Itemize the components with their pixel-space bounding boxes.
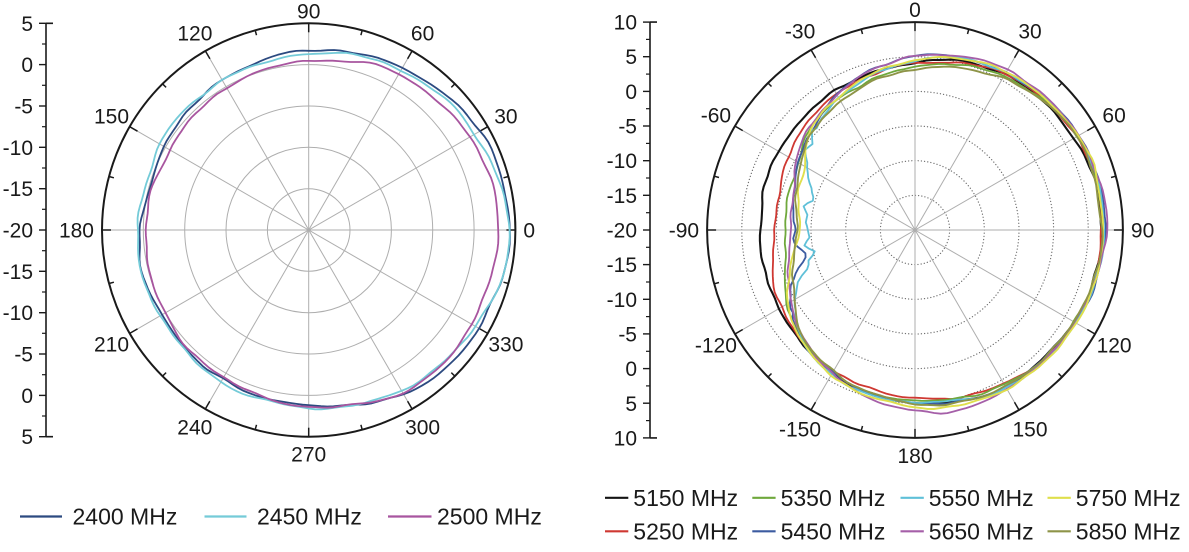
svg-text:210: 210: [94, 333, 129, 356]
svg-text:-20: -20: [607, 220, 637, 243]
svg-text:5650 MHz: 5650 MHz: [929, 518, 1034, 544]
svg-text:-60: -60: [701, 105, 731, 128]
svg-text:120: 120: [1097, 335, 1132, 358]
svg-text:5450 MHz: 5450 MHz: [781, 518, 886, 544]
svg-text:60: 60: [1102, 105, 1125, 128]
svg-text:10: 10: [614, 12, 637, 35]
svg-text:120: 120: [177, 22, 212, 45]
svg-text:90: 90: [1131, 220, 1154, 243]
svg-text:330: 330: [488, 333, 523, 356]
svg-text:180: 180: [897, 445, 932, 468]
svg-text:-10: -10: [3, 137, 33, 160]
svg-text:60: 60: [411, 22, 434, 45]
svg-text:-15: -15: [607, 254, 637, 277]
svg-text:5550 MHz: 5550 MHz: [929, 485, 1034, 511]
svg-text:240: 240: [177, 417, 212, 440]
svg-text:-15: -15: [3, 178, 33, 201]
svg-text:-90: -90: [669, 220, 699, 243]
svg-text:-150: -150: [779, 419, 821, 442]
svg-text:0: 0: [625, 358, 637, 381]
svg-text:90: 90: [297, 0, 320, 23]
svg-text:270: 270: [291, 444, 326, 467]
svg-text:-10: -10: [3, 302, 33, 325]
svg-text:0: 0: [21, 385, 33, 408]
svg-text:-20: -20: [3, 220, 33, 243]
svg-text:30: 30: [494, 106, 517, 129]
svg-text:150: 150: [1012, 419, 1047, 442]
svg-text:0: 0: [21, 54, 33, 77]
svg-text:0: 0: [523, 220, 535, 243]
svg-text:-5: -5: [618, 323, 637, 346]
svg-text:-5: -5: [14, 96, 33, 119]
svg-text:-10: -10: [607, 150, 637, 173]
svg-text:5: 5: [625, 46, 637, 69]
svg-text:-15: -15: [607, 185, 637, 208]
svg-text:5750 MHz: 5750 MHz: [1076, 485, 1181, 511]
svg-text:-120: -120: [695, 335, 737, 358]
svg-text:-30: -30: [785, 20, 815, 43]
svg-text:2400 MHz: 2400 MHz: [73, 504, 178, 530]
svg-text:150: 150: [94, 106, 129, 129]
svg-text:5: 5: [21, 13, 33, 36]
svg-text:-15: -15: [3, 261, 33, 284]
svg-text:5: 5: [625, 393, 637, 416]
svg-text:300: 300: [405, 417, 440, 440]
svg-text:0: 0: [909, 0, 921, 22]
svg-text:0: 0: [625, 81, 637, 104]
svg-text:5350 MHz: 5350 MHz: [781, 485, 886, 511]
svg-text:2500 MHz: 2500 MHz: [437, 504, 542, 530]
svg-text:-5: -5: [618, 116, 637, 139]
svg-text:-10: -10: [607, 289, 637, 312]
svg-text:180: 180: [59, 220, 94, 243]
svg-text:5250 MHz: 5250 MHz: [633, 518, 738, 544]
svg-text:5850 MHz: 5850 MHz: [1076, 518, 1181, 544]
svg-text:30: 30: [1018, 20, 1041, 43]
svg-text:2450 MHz: 2450 MHz: [257, 504, 362, 530]
svg-text:5150 MHz: 5150 MHz: [633, 485, 738, 511]
svg-text:5: 5: [21, 426, 33, 449]
svg-text:10: 10: [614, 427, 637, 450]
svg-text:-5: -5: [14, 344, 33, 367]
